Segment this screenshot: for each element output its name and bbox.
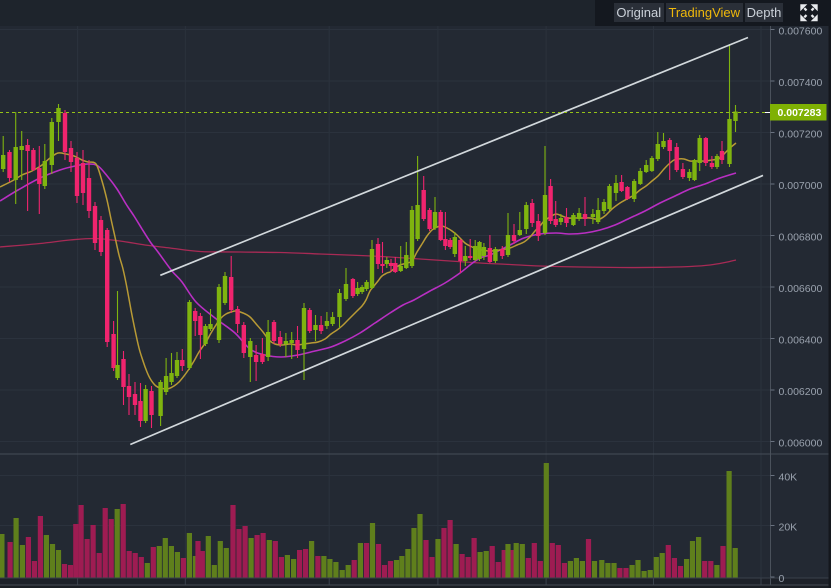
svg-text:0.007400: 0.007400 xyxy=(779,77,823,89)
svg-text:0: 0 xyxy=(779,573,785,585)
svg-text:0.007283: 0.007283 xyxy=(778,107,822,119)
svg-text:40K: 40K xyxy=(779,472,798,484)
svg-text:0.006600: 0.006600 xyxy=(779,283,823,295)
svg-text:0.006400: 0.006400 xyxy=(779,335,823,347)
svg-text:0.006800: 0.006800 xyxy=(779,232,823,244)
svg-text:0.007600: 0.007600 xyxy=(779,26,823,38)
svg-text:20K: 20K xyxy=(779,522,798,534)
svg-text:0.007200: 0.007200 xyxy=(779,129,823,141)
svg-text:0.006000: 0.006000 xyxy=(779,438,823,450)
svg-text:0.007000: 0.007000 xyxy=(779,180,823,192)
svg-text:0.006200: 0.006200 xyxy=(779,386,823,398)
